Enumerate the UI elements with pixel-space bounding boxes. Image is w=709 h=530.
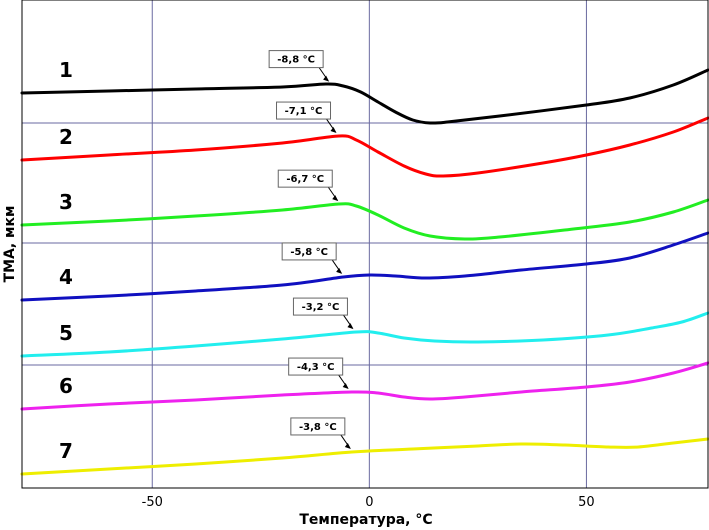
series-number-layer: 1 2 3 4 5 6 7 xyxy=(59,58,73,463)
annotation-arrowhead xyxy=(342,383,349,390)
series-label-2: 2 xyxy=(59,125,73,149)
plot-frame xyxy=(21,0,709,489)
annotation-box xyxy=(292,297,348,316)
series-layer xyxy=(20,68,709,476)
annotation-label-3: -6,7 °С xyxy=(286,174,324,185)
annotation-label-1: -8,8 °С xyxy=(277,55,315,66)
x-tick-label: 50 xyxy=(578,495,595,510)
annotation-label-7: -3,8 °С xyxy=(299,422,337,433)
annotation-box xyxy=(277,169,333,188)
annotation-arrowhead xyxy=(323,75,330,82)
series-label-1: 1 xyxy=(59,58,73,82)
annotation-label-2: -7,1 °С xyxy=(285,106,323,117)
annotation-arrowhead xyxy=(347,323,354,330)
series-label-3: 3 xyxy=(59,190,73,214)
series-label-6: 6 xyxy=(59,374,73,398)
x-axis-title: Температура, °С xyxy=(299,512,432,528)
series-line-5 xyxy=(20,311,709,358)
series-line-1 xyxy=(20,68,709,125)
series-line-4 xyxy=(20,231,709,302)
annotation-layer: -8,8 °С -7,1 °С -6,7 °С -5,8 °С -3,2 °С -4,3 … xyxy=(268,50,354,449)
annotation-label-4: -5,8 °С xyxy=(290,247,328,258)
annotation-label-5: -3,2 °С xyxy=(302,302,340,313)
annotation-arrowhead xyxy=(332,195,339,202)
annotation-arrowhead xyxy=(336,267,343,274)
annotation-arrowhead xyxy=(330,127,337,134)
series-label-7: 7 xyxy=(59,439,73,463)
series-label-5: 5 xyxy=(59,321,73,345)
x-tick-label: -50 xyxy=(142,495,163,510)
annotation-box xyxy=(290,417,346,436)
tick-layer: -50 0 50 xyxy=(142,495,595,510)
annotation-box xyxy=(268,50,324,69)
series-label-4: 4 xyxy=(59,265,73,289)
x-tick-label: 0 xyxy=(365,495,373,510)
grid xyxy=(22,0,708,488)
annotation-box xyxy=(281,242,337,261)
annotation-label-6: -4,3 °С xyxy=(297,362,335,373)
series-line-2 xyxy=(20,116,709,178)
series-line-3 xyxy=(20,198,709,241)
annotation-box xyxy=(276,101,332,120)
series-line-7 xyxy=(20,437,709,476)
annotation-box xyxy=(288,357,344,376)
y-axis-title: ТМА, мкм xyxy=(2,206,18,283)
series-line-6 xyxy=(20,361,709,411)
annotation-arrowhead xyxy=(344,442,351,449)
